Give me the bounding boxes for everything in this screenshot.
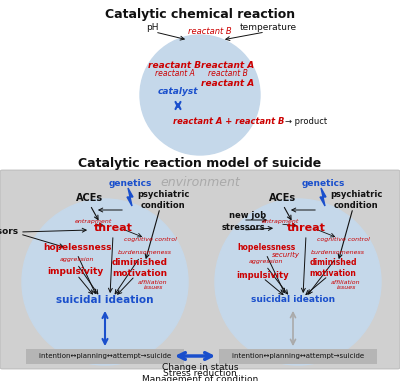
Text: reactant A: reactant A — [201, 78, 255, 88]
Text: reactant B: reactant B — [148, 61, 202, 69]
Text: impulsivity: impulsivity — [47, 267, 103, 277]
Text: reactant B: reactant B — [208, 69, 248, 78]
Text: catalyst: catalyst — [158, 88, 198, 96]
Text: psychiatric
condition: psychiatric condition — [137, 190, 189, 210]
Circle shape — [140, 35, 260, 155]
Text: impulsivity: impulsivity — [237, 271, 289, 280]
Text: entrapment: entrapment — [74, 218, 112, 224]
Text: reactant A + reactant B: reactant A + reactant B — [173, 117, 284, 126]
Text: ACEs: ACEs — [270, 193, 296, 203]
Text: threat: threat — [286, 223, 326, 233]
Text: stressors: stressors — [221, 224, 265, 232]
Text: pH: pH — [146, 24, 158, 32]
Text: temperature: temperature — [240, 24, 296, 32]
Text: Stress reduction: Stress reduction — [163, 370, 237, 378]
Text: hopelessness: hopelessness — [43, 243, 111, 253]
Text: intention↔⁠planning↔attempt→suicide: intention↔⁠planning↔attempt→suicide — [232, 353, 364, 359]
Text: burdensomeness: burdensomeness — [311, 250, 365, 255]
Text: reactant A: reactant A — [201, 61, 255, 69]
Text: Catalytic chemical reaction: Catalytic chemical reaction — [105, 8, 295, 21]
Text: reactant A: reactant A — [155, 69, 195, 78]
Text: environment: environment — [160, 176, 240, 189]
Text: ACEs: ACEs — [76, 193, 104, 203]
Text: cognitive control: cognitive control — [124, 237, 176, 242]
Text: security: security — [272, 252, 300, 258]
Text: hopelessness: hopelessness — [237, 243, 295, 253]
Text: genetics: genetics — [301, 179, 345, 187]
Polygon shape — [127, 188, 133, 206]
Text: reactant B: reactant B — [188, 27, 232, 37]
FancyBboxPatch shape — [219, 349, 377, 364]
Text: affiliation
issues: affiliation issues — [138, 280, 168, 290]
Text: stressors: stressors — [0, 227, 19, 237]
Text: diminished
motivation: diminished motivation — [309, 258, 357, 278]
Circle shape — [22, 199, 188, 365]
Circle shape — [215, 199, 381, 365]
Text: suicidal ideation: suicidal ideation — [251, 296, 335, 304]
Text: suicidal ideation: suicidal ideation — [56, 295, 154, 305]
Text: cognitive control: cognitive control — [316, 237, 370, 242]
Text: burdensomeness: burdensomeness — [118, 250, 172, 256]
Text: genetics: genetics — [108, 179, 152, 187]
Text: threat: threat — [94, 223, 132, 233]
FancyBboxPatch shape — [0, 170, 400, 369]
Text: psychiatric
condition: psychiatric condition — [330, 190, 382, 210]
Text: Catalytic reaction model of suicide: Catalytic reaction model of suicide — [78, 157, 322, 170]
Text: Management of condition: Management of condition — [142, 376, 258, 381]
FancyBboxPatch shape — [26, 349, 184, 364]
Text: intention↔⁠planning↔attempt→suicide: intention↔⁠planning↔attempt→suicide — [39, 353, 171, 359]
Text: → product: → product — [285, 117, 327, 126]
Text: aggression: aggression — [60, 258, 94, 263]
Text: new job: new job — [230, 210, 266, 219]
Text: Change in status: Change in status — [162, 363, 238, 373]
Text: diminished
motivation: diminished motivation — [112, 258, 168, 278]
Text: affiliation
issues: affiliation issues — [331, 280, 361, 290]
Text: entrapment: entrapment — [261, 218, 299, 224]
Polygon shape — [320, 188, 326, 206]
Text: aggression: aggression — [249, 259, 283, 264]
